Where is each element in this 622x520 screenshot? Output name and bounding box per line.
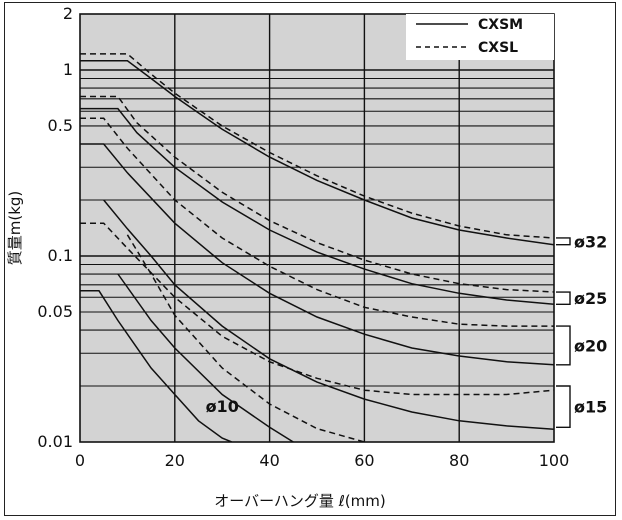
bore-bracket	[556, 291, 571, 305]
y-axis-label: 質量m(kg)	[6, 191, 24, 266]
grid-lines	[80, 14, 554, 442]
x-tick-label: 0	[75, 451, 85, 470]
x-tick-label: 80	[449, 451, 469, 470]
bore-label: ø20	[574, 336, 607, 355]
legend-label-cxsm: CXSM	[478, 17, 523, 33]
bore-bracket	[556, 385, 571, 428]
bore-size-brackets: ø32 ø25 ø20 ø15	[556, 232, 607, 428]
bore-label: ø15	[574, 398, 607, 417]
y-tick-label: 0.1	[48, 246, 73, 265]
bore-label: ø25	[574, 289, 607, 308]
chart-frame	[4, 2, 616, 516]
bore-annotation: ø10	[206, 397, 239, 416]
series-cxsl-d10	[126, 234, 365, 442]
plot-border	[79, 13, 555, 443]
legend-label-cxsl: CXSL	[478, 40, 518, 56]
x-tick-label: 60	[354, 451, 374, 470]
series-cxsm-d10	[80, 290, 232, 442]
series-cxsl-d20	[80, 117, 554, 327]
y-tick-label: 0.5	[48, 116, 73, 135]
series-cxsl-d32	[80, 53, 554, 239]
legend-background	[406, 14, 554, 60]
y-tick-label: 2	[63, 4, 73, 23]
series-cxsl-d15	[80, 222, 554, 396]
bore-label: ø32	[574, 232, 607, 251]
x-tick-label: 20	[165, 451, 185, 470]
series-cxsm-d15	[103, 199, 554, 431]
x-axis-label: オーバーハング量 ℓ(mm)	[214, 492, 385, 510]
bore-bracket	[556, 325, 571, 366]
y-tick-labels: 2 1 0.5 0.1 0.05 0.01	[37, 4, 73, 451]
x-tick-labels: 0 20 40 60 80 100	[75, 451, 569, 470]
legend: CXSM CXSL	[406, 14, 554, 60]
series-cxsm-d20	[80, 143, 554, 366]
y-tick-label: 1	[63, 60, 73, 79]
bore-bracket	[556, 237, 571, 246]
series-cxsm-d25	[80, 107, 554, 306]
series-curves	[80, 53, 554, 442]
series-cxsl-d25	[80, 95, 554, 293]
series-cxsm-d10	[117, 273, 294, 442]
series-cxsm-d32	[80, 60, 554, 246]
y-tick-label: 0.01	[37, 432, 73, 451]
y-tick-label: 0.05	[37, 302, 73, 321]
x-tick-label: 40	[259, 451, 279, 470]
x-tick-label: 100	[539, 451, 570, 470]
